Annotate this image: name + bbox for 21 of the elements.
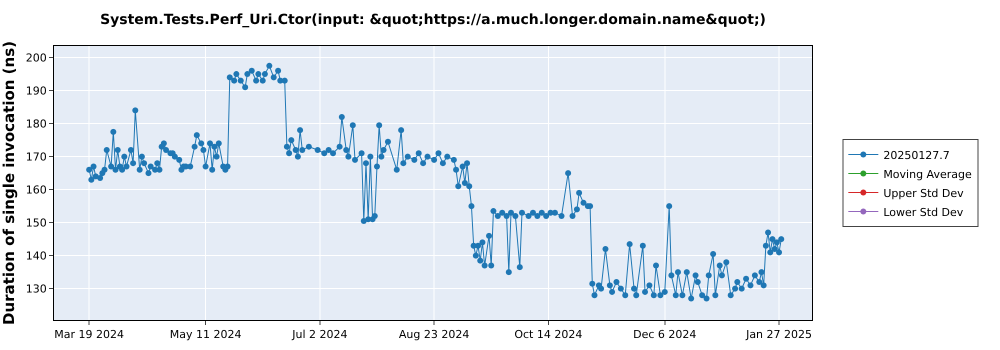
y-tick-label: 160 — [26, 183, 47, 196]
x-tick-label: Aug 23 2024 — [398, 328, 470, 342]
y-tick-label: 190 — [26, 84, 47, 98]
chart-title: System.Tests.Perf_Uri.Ctor(input: &quot;https://a.much.longer.domain.name&quot;) — [100, 12, 766, 28]
x-tick-label: Mar 19 2024 — [54, 328, 124, 342]
y-tick-label: 140 — [26, 249, 47, 262]
x-tick-label: Oct 14 2024 — [514, 328, 582, 342]
y-tick-label: 150 — [26, 216, 47, 230]
y-axis-title: Duration of single invocation (ns) — [0, 41, 18, 325]
y-tick-label: 200 — [26, 51, 47, 64]
legend-label: 20250127.7 — [883, 148, 950, 162]
x-tick-label: Dec 6 2024 — [633, 328, 696, 342]
y-tick-label: 170 — [26, 150, 47, 164]
x-tick-label: Jul 2 2024 — [291, 328, 348, 342]
legend-label: Upper Std Dev — [883, 186, 964, 200]
y-tick-label: 130 — [26, 282, 47, 296]
y-tick-label: 180 — [26, 117, 47, 130]
x-tick-label: May 11 2024 — [170, 328, 242, 342]
legend-label: Moving Average — [883, 168, 972, 181]
x-tick-label: Jan 27 2025 — [745, 328, 812, 342]
legend-label: Lower Std Dev — [883, 206, 964, 219]
